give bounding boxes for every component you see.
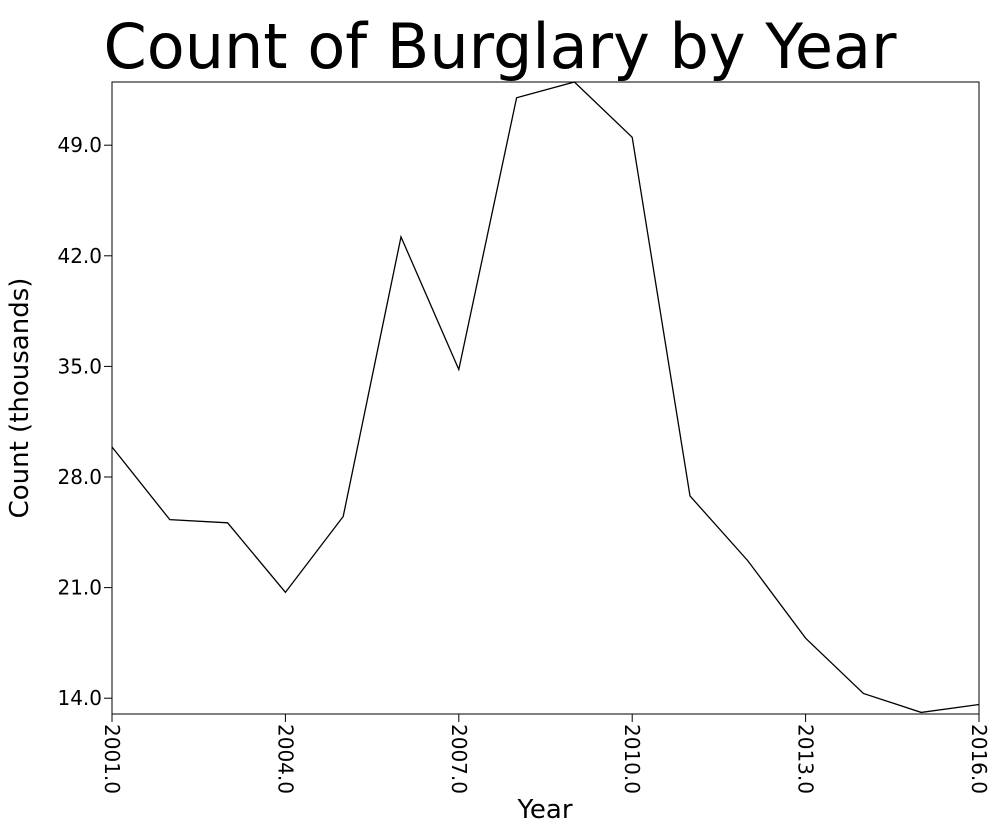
x-axis-ticks: 2001.0 2004.0 2007.0 2010.0 2013.0 2016.0 <box>100 714 991 794</box>
x-tick-label: 2004.0 <box>273 724 297 794</box>
y-tick-label: 21.0 <box>57 576 102 600</box>
x-tick-label: 2007.0 <box>447 724 471 794</box>
x-tick-label: 2013.0 <box>794 724 818 794</box>
burglary-count-line <box>111 81 980 714</box>
chart-title: Count of Burglary by Year <box>103 10 897 83</box>
y-axis-ticks: 14.0 21.0 28.0 35.0 42.0 49.0 <box>57 133 112 710</box>
y-tick-label: 28.0 <box>57 465 102 489</box>
y-tick-label: 35.0 <box>57 354 102 378</box>
x-tick-label: 2016.0 <box>967 724 991 794</box>
x-tick-label: 2010.0 <box>620 724 644 794</box>
y-tick-label: 42.0 <box>57 244 102 268</box>
y-tick-label: 14.0 <box>57 686 102 710</box>
y-axis-label: Count (thousands) <box>5 278 35 519</box>
plot-area-frame <box>111 81 980 715</box>
x-tick-label: 2001.0 <box>100 724 124 794</box>
y-tick-label: 49.0 <box>57 133 102 157</box>
x-axis-label: Year <box>516 795 572 825</box>
